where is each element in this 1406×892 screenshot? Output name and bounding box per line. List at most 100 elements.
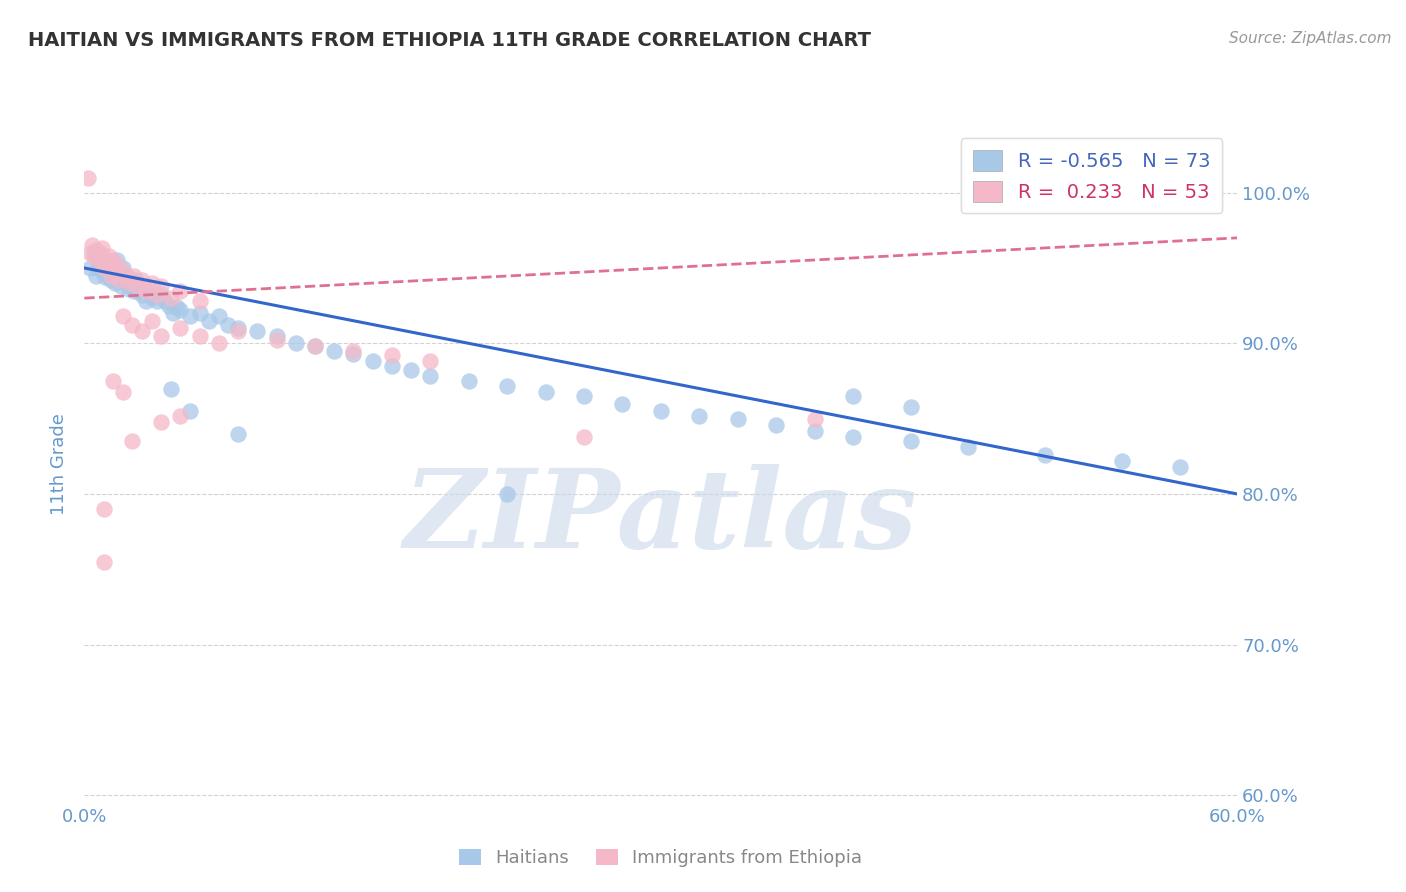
Point [399, 363, 422, 377]
Point [135, 294, 157, 309]
Point [900, 434, 922, 449]
Point [104, 264, 127, 278]
Point [457, 374, 479, 388]
Point [135, 284, 157, 298]
Point [105, 253, 128, 268]
Point [419, 354, 441, 368]
Point [150, 286, 173, 301]
Point [208, 309, 231, 323]
Legend: Haitians, Immigrants from Ethiopia: Haitians, Immigrants from Ethiopia [453, 841, 869, 874]
Point [141, 276, 163, 290]
Point [188, 294, 211, 309]
Point [146, 294, 169, 309]
Point [127, 284, 149, 298]
Point [198, 314, 221, 328]
Point [900, 400, 922, 414]
Point [169, 409, 191, 423]
Point [842, 430, 865, 444]
Point [98, 249, 121, 263]
Point [111, 309, 134, 323]
Point [650, 404, 672, 418]
Point [381, 348, 404, 362]
Point [110, 279, 132, 293]
Point [169, 303, 191, 318]
Point [125, 273, 148, 287]
Point [89, 253, 111, 268]
Point [115, 268, 138, 283]
Point [87, 260, 110, 275]
Point [342, 347, 364, 361]
Point [131, 288, 153, 302]
Point [688, 409, 710, 423]
Point [146, 288, 169, 302]
Point [419, 369, 441, 384]
Point [160, 382, 183, 396]
Point [842, 389, 865, 403]
Point [381, 359, 404, 373]
Point [572, 389, 595, 403]
Point [226, 426, 249, 441]
Point [111, 384, 134, 399]
Point [169, 321, 191, 335]
Point [93, 555, 115, 569]
Text: ZIPatlas: ZIPatlas [404, 465, 918, 572]
Point [246, 324, 269, 338]
Point [208, 336, 231, 351]
Point [117, 282, 139, 296]
Point [150, 279, 173, 293]
Point [94, 270, 117, 285]
Point [188, 306, 211, 320]
Point [104, 276, 127, 290]
Point [120, 276, 142, 290]
Point [79, 246, 101, 260]
Text: Source: ZipAtlas.com: Source: ZipAtlas.com [1229, 31, 1392, 46]
Point [179, 309, 201, 323]
Point [115, 270, 138, 285]
Point [957, 440, 980, 454]
Point [361, 354, 384, 368]
Point [127, 279, 149, 293]
Point [304, 339, 326, 353]
Point [218, 318, 240, 333]
Point [323, 343, 346, 358]
Y-axis label: 11th Grade: 11th Grade [51, 413, 69, 515]
Point [1168, 459, 1191, 474]
Point [94, 252, 117, 266]
Point [103, 264, 125, 278]
Point [124, 268, 146, 283]
Point [105, 258, 128, 272]
Point [179, 404, 201, 418]
Point [100, 268, 122, 283]
Point [98, 268, 121, 283]
Point [103, 253, 125, 268]
Point [727, 411, 749, 425]
Point [141, 291, 163, 305]
Point [124, 284, 146, 298]
Point [84, 243, 107, 257]
Point [87, 253, 110, 268]
Point [108, 273, 131, 287]
Point [166, 300, 188, 314]
Point [83, 246, 105, 260]
Point [114, 273, 136, 287]
Point [93, 260, 115, 275]
Point [496, 487, 519, 501]
Point [100, 273, 122, 287]
Point [1033, 448, 1056, 462]
Point [304, 339, 326, 353]
Point [342, 343, 364, 358]
Point [121, 318, 143, 333]
Point [131, 324, 153, 338]
Point [121, 434, 143, 449]
Point [89, 246, 111, 260]
Point [150, 328, 173, 343]
Text: HAITIAN VS IMMIGRANTS FROM ETHIOPIA 11TH GRADE CORRELATION CHART: HAITIAN VS IMMIGRANTS FROM ETHIOPIA 11TH… [28, 31, 872, 50]
Point [803, 424, 825, 438]
Point [157, 299, 180, 313]
Point [572, 430, 595, 444]
Point [150, 415, 173, 429]
Point [160, 291, 183, 305]
Point [803, 411, 825, 425]
Point [111, 260, 134, 275]
Point [120, 276, 142, 290]
